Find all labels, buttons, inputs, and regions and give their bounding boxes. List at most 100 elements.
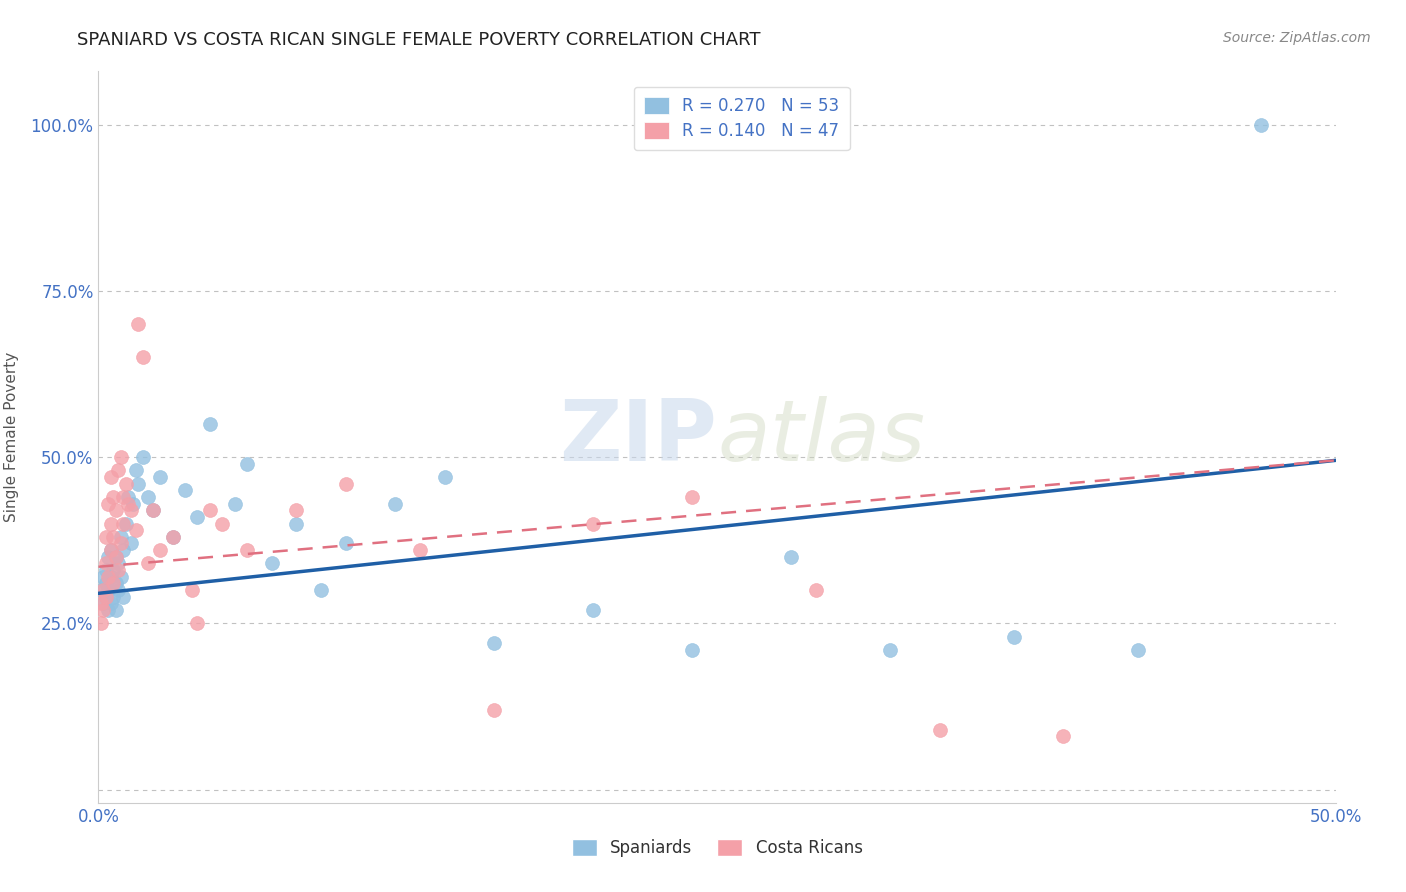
- Point: [110, 530, 132, 544]
- Point: [120, 536, 142, 550]
- Point: [804, 582, 827, 597]
- Point: [112, 590, 135, 604]
- Point: [107, 557, 129, 571]
- Point: [107, 582, 129, 597]
- Point: [110, 450, 132, 464]
- Point: [104, 549, 127, 564]
- Point: [127, 317, 149, 331]
- Point: [433, 470, 456, 484]
- Text: atlas: atlas: [717, 395, 925, 479]
- Point: [93, 596, 115, 610]
- Point: [780, 549, 803, 564]
- Point: [114, 476, 136, 491]
- Point: [132, 450, 155, 464]
- Point: [107, 563, 129, 577]
- Y-axis label: Single Female Poverty: Single Female Poverty: [4, 352, 20, 522]
- Point: [100, 570, 122, 584]
- Point: [162, 530, 184, 544]
- Point: [93, 603, 115, 617]
- Point: [186, 509, 208, 524]
- Point: [484, 636, 506, 650]
- Legend: Spaniards, Costa Ricans: Spaniards, Costa Ricans: [565, 832, 869, 864]
- Point: [681, 643, 703, 657]
- Point: [132, 351, 155, 365]
- Point: [1126, 643, 1149, 657]
- Point: [110, 570, 132, 584]
- Point: [142, 503, 165, 517]
- Point: [94, 557, 117, 571]
- Text: Source: ZipAtlas.com: Source: ZipAtlas.com: [1223, 31, 1371, 45]
- Point: [100, 596, 122, 610]
- Point: [103, 530, 125, 544]
- Point: [335, 536, 357, 550]
- Point: [285, 503, 308, 517]
- Point: [110, 536, 132, 550]
- Point: [100, 516, 122, 531]
- Point: [309, 582, 332, 597]
- Point: [120, 503, 142, 517]
- Point: [94, 530, 117, 544]
- Point: [681, 490, 703, 504]
- Point: [104, 576, 127, 591]
- Point: [104, 503, 127, 517]
- Point: [94, 576, 117, 591]
- Point: [94, 590, 117, 604]
- Point: [103, 576, 125, 591]
- Point: [93, 570, 115, 584]
- Point: [260, 557, 283, 571]
- Point: [1002, 630, 1025, 644]
- Point: [181, 582, 204, 597]
- Point: [90, 616, 112, 631]
- Point: [879, 643, 901, 657]
- Point: [149, 470, 172, 484]
- Point: [236, 457, 259, 471]
- Point: [224, 497, 246, 511]
- Point: [127, 476, 149, 491]
- Point: [104, 603, 127, 617]
- Point: [142, 503, 165, 517]
- Point: [174, 483, 197, 498]
- Point: [100, 470, 122, 484]
- Point: [582, 516, 605, 531]
- Point: [90, 596, 112, 610]
- Text: ZIP: ZIP: [560, 395, 717, 479]
- Point: [97, 549, 120, 564]
- Point: [124, 463, 146, 477]
- Point: [122, 497, 145, 511]
- Point: [186, 616, 208, 631]
- Point: [114, 516, 136, 531]
- Point: [93, 582, 115, 597]
- Point: [162, 530, 184, 544]
- Point: [103, 490, 125, 504]
- Point: [384, 497, 406, 511]
- Point: [112, 543, 135, 558]
- Point: [104, 549, 127, 564]
- Point: [149, 543, 172, 558]
- Point: [484, 703, 506, 717]
- Point: [409, 543, 432, 558]
- Point: [97, 570, 120, 584]
- Point: [198, 503, 221, 517]
- Point: [136, 490, 159, 504]
- Point: [94, 590, 117, 604]
- Point: [100, 543, 122, 558]
- Point: [97, 582, 120, 597]
- Point: [100, 543, 122, 558]
- Point: [103, 563, 125, 577]
- Point: [107, 463, 129, 477]
- Point: [582, 603, 605, 617]
- Point: [211, 516, 233, 531]
- Text: SPANIARD VS COSTA RICAN SINGLE FEMALE POVERTY CORRELATION CHART: SPANIARD VS COSTA RICAN SINGLE FEMALE PO…: [77, 31, 761, 49]
- Point: [112, 516, 135, 531]
- Point: [136, 557, 159, 571]
- Point: [1052, 729, 1074, 743]
- Point: [1250, 118, 1272, 132]
- Point: [90, 582, 112, 597]
- Point: [928, 723, 950, 737]
- Point: [117, 497, 139, 511]
- Point: [97, 497, 120, 511]
- Point: [97, 603, 120, 617]
- Point: [117, 490, 139, 504]
- Point: [124, 523, 146, 537]
- Point: [94, 563, 117, 577]
